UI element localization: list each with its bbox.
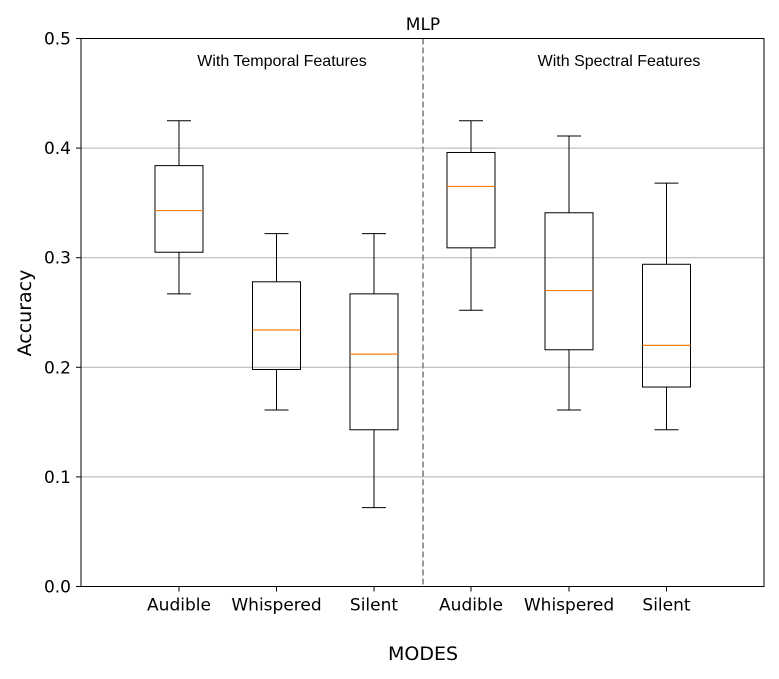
y-tick-label: 0.0 bbox=[44, 578, 71, 598]
x-tick-label: Silent bbox=[642, 596, 690, 616]
x-tick-label: Audible bbox=[439, 596, 503, 616]
annotation-temporal: With Temporal Features bbox=[197, 53, 367, 70]
box-body bbox=[154, 165, 204, 253]
x-tick-label: Silent bbox=[350, 596, 398, 616]
y-axis-label: Accuracy bbox=[14, 270, 36, 357]
x-tick-label: Whispered bbox=[231, 596, 321, 616]
boxes bbox=[154, 120, 691, 509]
x-tick-label: Audible bbox=[147, 596, 211, 616]
y-tick-label: 0.1 bbox=[44, 468, 71, 488]
box-body bbox=[252, 281, 301, 370]
y-tick-label: 0.2 bbox=[44, 358, 71, 378]
box-whispered-0 bbox=[252, 233, 301, 411]
plot-frame bbox=[80, 38, 765, 587]
x-tick-label: Whispered bbox=[524, 596, 614, 616]
box-silent-0 bbox=[349, 233, 399, 509]
box-audible-0 bbox=[154, 120, 204, 295]
chart-title: MLP bbox=[406, 15, 440, 35]
y-tick-label: 0.3 bbox=[44, 249, 71, 269]
box-body bbox=[446, 151, 496, 249]
y-tick-label: 0.5 bbox=[44, 30, 71, 50]
box-audible-1 bbox=[446, 120, 496, 311]
box-whispered-1 bbox=[544, 135, 594, 411]
box-body bbox=[642, 263, 691, 388]
axis-ticks: 0.0 0.1 0.2 0.3 0.4 0.5 Audible Whispered Silent… bbox=[44, 30, 691, 616]
y-tick-label: 0.4 bbox=[44, 139, 71, 159]
box-body bbox=[349, 293, 399, 431]
box-silent-1 bbox=[642, 182, 691, 431]
annotation-spectral: With Spectral Features bbox=[538, 53, 701, 70]
box-body bbox=[544, 212, 594, 351]
x-axis-label: MODES bbox=[388, 643, 458, 665]
